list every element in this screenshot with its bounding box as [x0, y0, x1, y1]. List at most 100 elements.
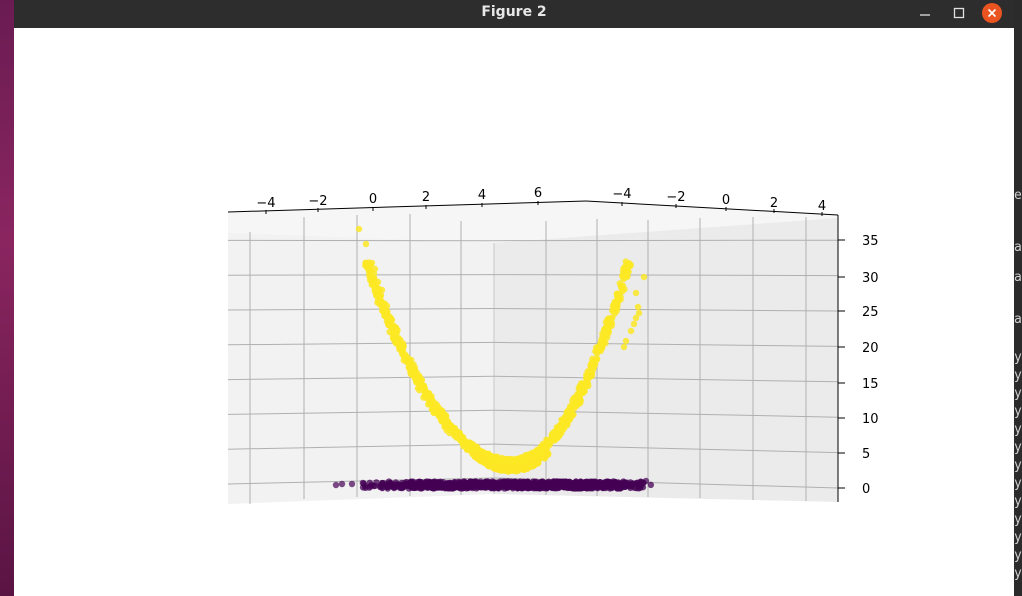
data-point-high [371, 285, 379, 292]
minimize-button[interactable] [914, 2, 936, 24]
axis-line-y [585, 200, 839, 216]
data-point-low [338, 480, 346, 488]
data-point-high [398, 341, 406, 349]
scatter-points [332, 225, 655, 492]
data-point-high [393, 337, 400, 345]
data-point-high [413, 375, 420, 382]
data-point-high [558, 424, 565, 431]
data-point-low [612, 478, 619, 486]
terminal-fragment: y [1014, 368, 1022, 383]
data-point-high [377, 300, 385, 308]
data-point-high [390, 322, 397, 329]
data-point-low [568, 484, 575, 491]
data-point-low [366, 479, 373, 487]
data-point-high [368, 259, 376, 267]
terminal-fragment: y [1014, 566, 1022, 581]
data-point-low [429, 482, 437, 489]
data-point-high [505, 458, 513, 465]
data-point-high [388, 316, 396, 324]
data-point-high [588, 362, 595, 369]
data-point-high [467, 441, 474, 448]
data-point-high [498, 454, 505, 462]
data-point-high [440, 410, 447, 417]
data-point-high [527, 450, 534, 458]
x-tick-label: 0 [369, 192, 377, 207]
y-tick-label: −4 [612, 187, 631, 202]
data-point-high [595, 347, 603, 354]
data-point-high [614, 290, 621, 297]
terminal-fragment: y [1014, 386, 1022, 401]
data-point-low [539, 484, 546, 491]
gridline-horizontal [493, 341, 839, 347]
data-point-high [362, 240, 370, 248]
gridline-horizontal [493, 239, 839, 242]
minimize-icon [920, 14, 930, 16]
data-point-low [448, 484, 455, 492]
data-point-low [556, 478, 563, 485]
data-point-high [426, 399, 434, 406]
x-tick-label: 6 [534, 186, 542, 201]
data-point-high [442, 421, 450, 428]
data-point-high [533, 447, 540, 454]
data-point-high [519, 463, 526, 471]
scatter-3d-plot[interactable]: −4 −2 0 2 4 6 −4 −2 0 2 4 0 5 10 15 20 25 30 35 [14, 28, 1014, 596]
data-point-low [399, 482, 406, 490]
data-point-low [503, 483, 510, 491]
data-point-high [602, 318, 610, 326]
data-point-low [391, 481, 398, 489]
data-point-low [348, 480, 356, 488]
terminal-fragment: a [1014, 240, 1022, 255]
data-point-low [635, 485, 642, 492]
gridline-horizontal [493, 409, 839, 418]
terminal-fragment: y [1014, 440, 1022, 455]
pane-right [494, 201, 838, 502]
terminal-fragment: y [1014, 422, 1022, 437]
data-point-low [513, 483, 521, 491]
close-button[interactable] [981, 2, 1003, 24]
data-point-high [374, 278, 382, 286]
terminal-fragment: y [1014, 404, 1022, 419]
data-point-low [436, 480, 443, 487]
data-point-high [483, 452, 491, 459]
y-tick-label: 2 [770, 196, 778, 211]
z-tick-label: 35 [862, 234, 879, 249]
data-point-low [545, 483, 553, 491]
data-point-high [478, 457, 486, 465]
gridline-horizontal [227, 409, 495, 415]
data-point-high [573, 393, 580, 401]
terminal-fragment: e [1014, 188, 1022, 203]
data-point-high [409, 363, 417, 371]
data-point-high [624, 265, 631, 272]
data-point-low [484, 480, 492, 488]
data-point-high [472, 452, 480, 459]
data-point-low [524, 479, 531, 486]
terminal-fragment: y [1014, 350, 1022, 365]
data-point-low [423, 480, 430, 488]
data-point-high [593, 355, 601, 362]
data-point-high [455, 434, 462, 442]
data-point-high [488, 453, 496, 460]
figure-canvas[interactable]: −4 −2 0 2 4 6 −4 −2 0 2 4 0 5 10 15 20 25 30 35 [14, 28, 1014, 596]
data-point-low [332, 481, 340, 489]
data-point-high [620, 343, 628, 351]
maximize-button[interactable] [948, 2, 970, 24]
data-point-low [636, 479, 644, 487]
data-point-high [499, 465, 507, 472]
data-point-high [579, 387, 587, 395]
data-point-high [511, 456, 519, 463]
data-point-low [464, 482, 472, 490]
data-point-high [577, 382, 584, 389]
data-point-high [533, 458, 541, 466]
axis-line-x [227, 200, 587, 213]
data-point-high [425, 392, 433, 400]
x-tick-label: −2 [308, 194, 327, 209]
data-point-low [359, 484, 367, 491]
data-point-high [362, 259, 369, 267]
data-point-high [484, 462, 492, 469]
data-point-high [630, 320, 638, 328]
data-point-low [583, 484, 590, 492]
data-point-high [583, 371, 590, 379]
title-bar[interactable]: Figure 2 [14, 0, 1014, 28]
terminal-fragment: a [1014, 270, 1022, 285]
z-tick-label: 10 [862, 412, 879, 427]
